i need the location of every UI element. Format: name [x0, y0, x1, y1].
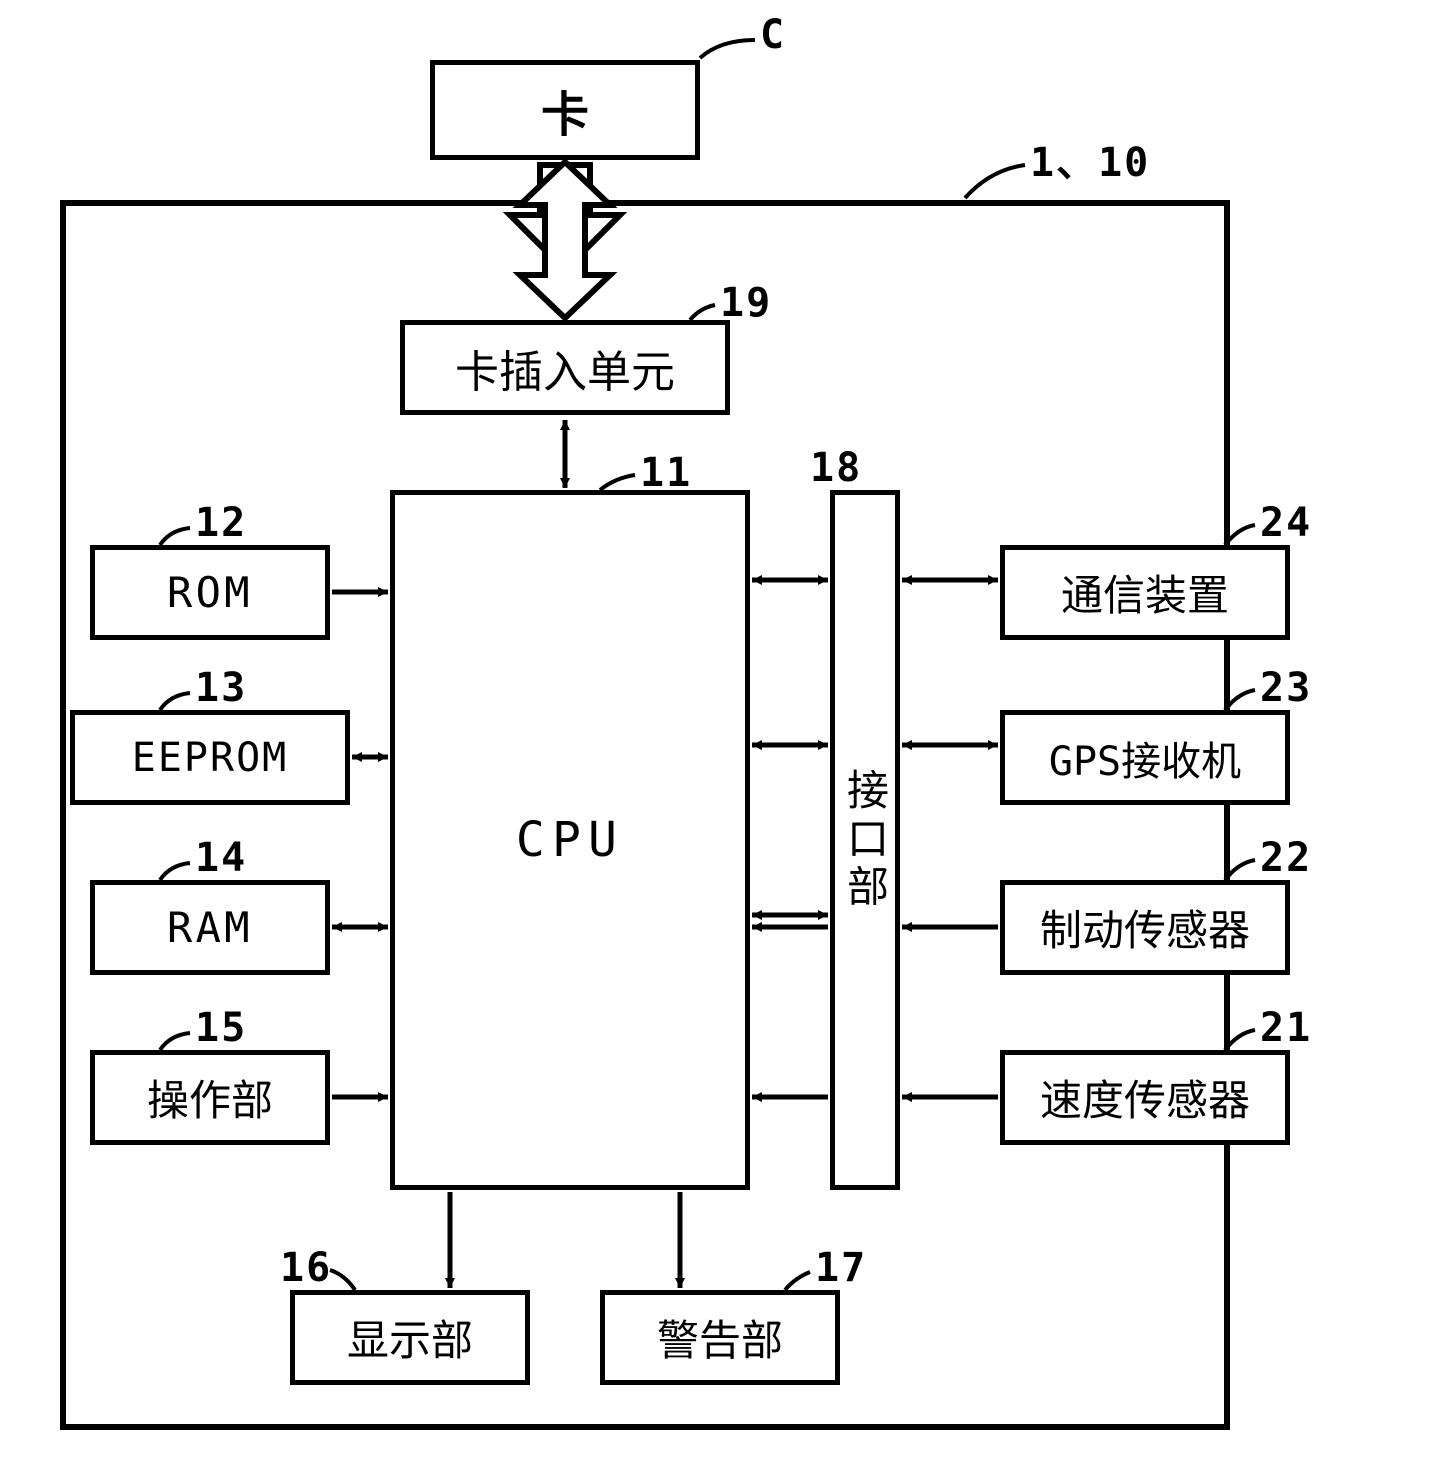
block-opunit-label: 操作部 — [147, 1067, 273, 1128]
block-gps-label: GPS接收机 — [1049, 729, 1241, 787]
block-interface: 接口部 — [830, 490, 900, 1190]
label-speed-id: 21 — [1260, 1005, 1312, 1051]
label-eeprom-id: 13 — [195, 665, 247, 711]
block-comm-label: 通信装置 — [1061, 562, 1229, 623]
label-brake-id: 22 — [1260, 835, 1312, 881]
block-speed: 速度传感器 — [1000, 1050, 1290, 1145]
block-gps: GPS接收机 — [1000, 710, 1290, 805]
block-cpu-label: CPU — [516, 812, 624, 868]
block-eeprom: EEPROM — [70, 710, 350, 805]
block-card-label: 卡 — [541, 75, 589, 145]
label-comm-id: 24 — [1260, 500, 1312, 546]
block-cpu: CPU — [390, 490, 750, 1190]
block-interface-label: 接口部 — [835, 768, 896, 913]
block-eeprom-label: EEPROM — [132, 735, 289, 781]
label-rom-id: 12 — [195, 500, 247, 546]
block-card-slot-label: 卡插入单元 — [455, 336, 675, 400]
block-display-label: 显示部 — [347, 1307, 473, 1368]
block-speed-label: 速度传感器 — [1040, 1067, 1250, 1128]
block-warning-label: 警告部 — [657, 1307, 783, 1368]
block-ram: RAM — [90, 880, 330, 975]
label-frame-id: 1、10 — [1030, 130, 1150, 188]
block-opunit: 操作部 — [90, 1050, 330, 1145]
label-opunit-id: 15 — [195, 1005, 247, 1051]
block-comm: 通信装置 — [1000, 545, 1290, 640]
block-warning: 警告部 — [600, 1290, 840, 1385]
label-warning-id: 17 — [815, 1245, 867, 1291]
label-card-id: C — [760, 12, 786, 58]
block-brake-label: 制动传感器 — [1040, 897, 1250, 958]
block-rom: ROM — [90, 545, 330, 640]
block-card-slot: 卡插入单元 — [400, 320, 730, 415]
block-rom-label: ROM — [167, 568, 253, 617]
label-gps-id: 23 — [1260, 665, 1312, 711]
block-card: 卡 — [430, 60, 700, 160]
block-ram-label: RAM — [167, 903, 253, 952]
label-cpu-id: 11 — [640, 450, 692, 496]
label-display-id: 16 — [280, 1245, 332, 1291]
label-ram-id: 14 — [195, 835, 247, 881]
block-brake: 制动传感器 — [1000, 880, 1290, 975]
block-display: 显示部 — [290, 1290, 530, 1385]
label-interface-id: 18 — [810, 445, 862, 491]
label-card-slot-id: 19 — [720, 280, 772, 326]
